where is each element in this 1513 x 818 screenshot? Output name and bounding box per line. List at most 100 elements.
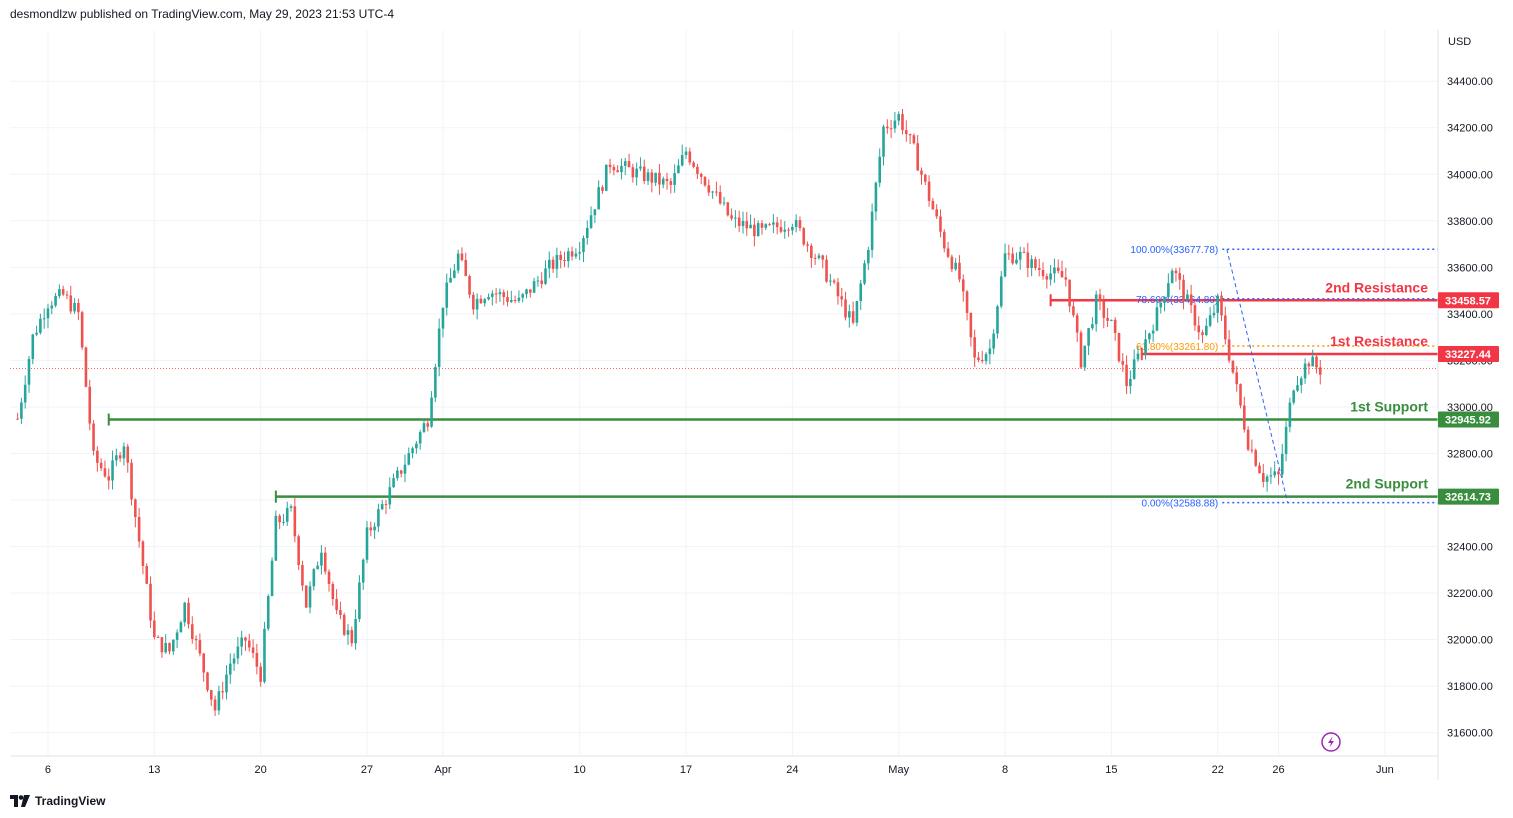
footer-brand: TradingView	[35, 794, 106, 808]
x-tick-label: Jun	[1376, 764, 1394, 776]
lightning-icon[interactable]	[1321, 732, 1341, 752]
candle	[278, 513, 281, 530]
candle	[354, 609, 357, 650]
candle	[1121, 353, 1125, 373]
tradingview-logo-icon	[10, 795, 30, 807]
candle	[35, 325, 38, 337]
candle	[848, 304, 851, 328]
candle	[1117, 332, 1121, 363]
candle	[494, 288, 498, 304]
candle	[574, 248, 578, 260]
candle	[20, 397, 23, 425]
candle	[122, 442, 126, 466]
candle	[977, 352, 980, 363]
candle	[361, 558, 365, 590]
candle	[1303, 358, 1307, 384]
candle	[999, 271, 1003, 309]
candle	[996, 304, 999, 339]
candle	[1189, 284, 1193, 314]
candle	[99, 458, 103, 472]
candle	[669, 178, 673, 194]
candle	[483, 297, 487, 307]
candle	[236, 637, 240, 665]
candle	[969, 312, 973, 347]
candle	[1205, 318, 1208, 337]
candle	[369, 521, 373, 537]
candle	[23, 375, 27, 409]
candle	[293, 496, 297, 543]
candle	[407, 447, 411, 466]
currency-label: USD	[1448, 36, 1471, 48]
candle	[566, 247, 570, 268]
candle	[1288, 397, 1292, 433]
candle	[904, 120, 908, 142]
candle	[692, 160, 695, 169]
candle	[882, 124, 885, 166]
y-tick-label: 34400.00	[1447, 76, 1493, 88]
candle	[449, 268, 452, 283]
candle	[1098, 288, 1102, 311]
candle	[270, 557, 274, 597]
candle	[1197, 316, 1201, 340]
candle	[1208, 307, 1212, 328]
candle	[1186, 289, 1189, 301]
candle	[487, 293, 490, 301]
candle	[646, 168, 650, 186]
candle	[935, 204, 938, 219]
candle	[240, 630, 243, 656]
candle	[775, 216, 779, 235]
candle	[491, 290, 494, 306]
candle	[908, 133, 912, 144]
candlestick-series	[16, 108, 1322, 717]
candle	[570, 246, 574, 261]
x-tick-label: 8	[1002, 764, 1008, 776]
candle	[1072, 299, 1075, 318]
candle	[1034, 256, 1037, 271]
candle	[153, 611, 156, 640]
candle	[889, 120, 893, 139]
candle	[198, 633, 202, 657]
candle	[350, 626, 354, 647]
candle	[54, 293, 57, 308]
candle	[1083, 345, 1087, 371]
candle	[1167, 273, 1170, 299]
candle	[263, 621, 266, 684]
y-tick-label: 33400.00	[1447, 309, 1493, 321]
candle	[1030, 255, 1033, 277]
svg-text:33458.57: 33458.57	[1445, 295, 1491, 307]
candle	[791, 223, 794, 235]
candle	[255, 643, 259, 675]
candle	[642, 159, 646, 185]
candle	[1193, 302, 1197, 331]
candle	[221, 681, 224, 700]
candle	[422, 418, 426, 433]
candle	[798, 216, 802, 232]
candle	[1053, 258, 1056, 283]
candle	[103, 460, 107, 478]
y-tick-label: 34000.00	[1447, 169, 1493, 181]
candle	[544, 260, 547, 285]
candle	[149, 576, 152, 628]
x-tick-label: 6	[45, 764, 51, 776]
candle	[88, 379, 92, 431]
x-tick-label: 26	[1272, 764, 1284, 776]
fib-level-label: 100.00%(33677.78)	[1130, 245, 1218, 256]
time-axis[interactable]: 6 13 20 27 Apr 10 17 24 May 8 15 22 26 Jun	[45, 764, 1394, 776]
y-tick-label: 32000.00	[1447, 635, 1493, 647]
y-tick-label: 32200.00	[1447, 588, 1493, 600]
candle	[1296, 375, 1299, 392]
candle	[388, 477, 392, 510]
candle	[316, 561, 319, 570]
candle	[301, 560, 304, 591]
candle	[426, 418, 430, 432]
candle	[84, 346, 88, 388]
candle	[380, 500, 384, 511]
price-axis[interactable]: 34400.00 34200.00 34000.00 33800.00 33600.00…	[1447, 76, 1493, 740]
candle	[950, 254, 954, 273]
candle	[69, 285, 73, 314]
candle	[274, 510, 278, 562]
candle	[1250, 439, 1254, 454]
candle	[460, 247, 464, 262]
plot-area[interactable]	[10, 30, 1438, 780]
